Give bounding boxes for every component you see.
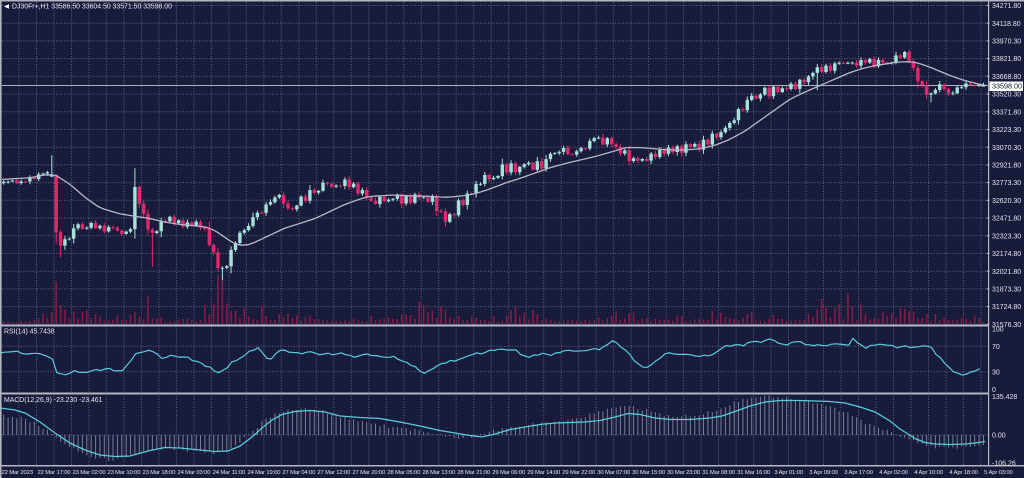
svg-text:32471.80: 32471.80 [992, 216, 1021, 223]
svg-text:32773.30: 32773.30 [992, 180, 1021, 187]
svg-text:4 Apr 10:00: 4 Apr 10:00 [914, 470, 943, 476]
svg-text:33821.80: 33821.80 [992, 56, 1021, 63]
svg-text:24 Mar 19:00: 24 Mar 19:00 [247, 470, 281, 476]
svg-text:28 Mar 05:00: 28 Mar 05:00 [387, 470, 421, 476]
svg-text:27 Mar 04:00: 27 Mar 04:00 [282, 470, 316, 476]
svg-text:3 Apr 17:00: 3 Apr 17:00 [844, 470, 873, 476]
svg-text:23 Mar 10:00: 23 Mar 10:00 [107, 470, 141, 476]
svg-text:33970.30: 33970.30 [992, 39, 1021, 46]
svg-text:30 Mar 15:00: 30 Mar 15:00 [632, 470, 666, 476]
svg-text:31 Mar 08:00: 31 Mar 08:00 [702, 470, 736, 476]
svg-text:30 Mar 07:00: 30 Mar 07:00 [597, 470, 631, 476]
svg-text:32921.80: 32921.80 [992, 163, 1021, 170]
svg-text:0.00: 0.00 [992, 433, 1006, 440]
svg-text:4 Apr 02:00: 4 Apr 02:00 [879, 470, 908, 476]
svg-text:33668.80: 33668.80 [992, 74, 1021, 81]
svg-text:DJ30Fr+,H1 33586.50 33604.50: DJ30Fr+,H1 33586.50 33604.50 33571.50 33… [12, 4, 172, 11]
svg-text:34271.80: 34271.80 [992, 3, 1021, 10]
svg-text:33371.80: 33371.80 [992, 109, 1021, 116]
svg-text:23 Mar 18:00: 23 Mar 18:00 [142, 470, 176, 476]
svg-text:32021.80: 32021.80 [992, 269, 1021, 276]
svg-text:27 Mar 20:00: 27 Mar 20:00 [352, 470, 386, 476]
svg-text:29 Mar 22:00: 29 Mar 22:00 [562, 470, 596, 476]
svg-text:27 Mar 12:00: 27 Mar 12:00 [317, 470, 351, 476]
svg-text:33223.30: 33223.30 [992, 127, 1021, 134]
svg-text:22 Mar 17:00: 22 Mar 17:00 [38, 470, 72, 476]
svg-text:31724.80: 31724.80 [992, 304, 1021, 311]
svg-text:24 Mar 11:00: 24 Mar 11:00 [213, 470, 246, 476]
svg-text:33598.00: 33598.00 [992, 82, 1022, 91]
svg-text:31 Mar 16:00: 31 Mar 16:00 [737, 470, 771, 476]
svg-text:30: 30 [992, 369, 1000, 376]
svg-text:30 Mar 23:00: 30 Mar 23:00 [667, 470, 701, 476]
svg-text:RSI(14) 45.7438: RSI(14) 45.7438 [4, 329, 55, 336]
svg-text:32323.30: 32323.30 [992, 233, 1021, 240]
svg-text:0: 0 [992, 387, 996, 394]
svg-text:28 Mar 13:00: 28 Mar 13:00 [422, 470, 456, 476]
svg-text:33520.30: 33520.30 [992, 92, 1021, 99]
svg-text:34118.80: 34118.80 [992, 21, 1021, 28]
svg-text:28 Mar 21:00: 28 Mar 21:00 [457, 470, 491, 476]
svg-text:32174.80: 32174.80 [992, 251, 1021, 258]
svg-text:33070.30: 33070.30 [992, 145, 1021, 152]
svg-text:32620.30: 32620.30 [992, 198, 1021, 205]
svg-text:135.428: 135.428 [992, 394, 1017, 401]
svg-text:29 Mar 14:00: 29 Mar 14:00 [527, 470, 561, 476]
svg-text:4 Apr 18:00: 4 Apr 18:00 [949, 470, 978, 476]
svg-text:29 Mar 06:00: 29 Mar 06:00 [492, 470, 526, 476]
svg-text:100: 100 [992, 327, 1004, 334]
svg-text:3 Apr 01:00: 3 Apr 01:00 [774, 470, 803, 476]
svg-text:70: 70 [992, 344, 1000, 351]
svg-text:31873.30: 31873.30 [992, 287, 1021, 294]
svg-text:24 Mar 03:00: 24 Mar 03:00 [177, 470, 211, 476]
svg-text:-106.26: -106.26 [992, 461, 1016, 468]
svg-text:5 Apr 03:00: 5 Apr 03:00 [984, 470, 1013, 476]
svg-text:MACD(12,26,9) -23.230 -23.461: MACD(12,26,9) -23.230 -23.461 [4, 397, 103, 404]
svg-text:31576.30: 31576.30 [992, 322, 1021, 329]
svg-text:23 Mar 02:00: 23 Mar 02:00 [73, 470, 107, 476]
svg-text:3 Apr 09:00: 3 Apr 09:00 [809, 470, 838, 476]
svg-text:22 Mar 2023: 22 Mar 2023 [2, 470, 34, 476]
